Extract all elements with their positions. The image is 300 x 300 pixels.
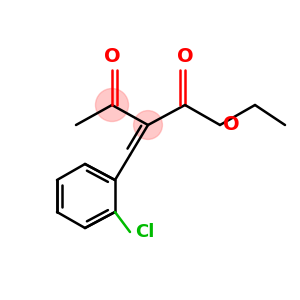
Text: O: O: [177, 47, 193, 66]
Circle shape: [134, 111, 162, 140]
Text: O: O: [223, 116, 240, 134]
Circle shape: [95, 88, 128, 122]
Text: O: O: [104, 47, 120, 66]
Text: Cl: Cl: [135, 223, 154, 241]
